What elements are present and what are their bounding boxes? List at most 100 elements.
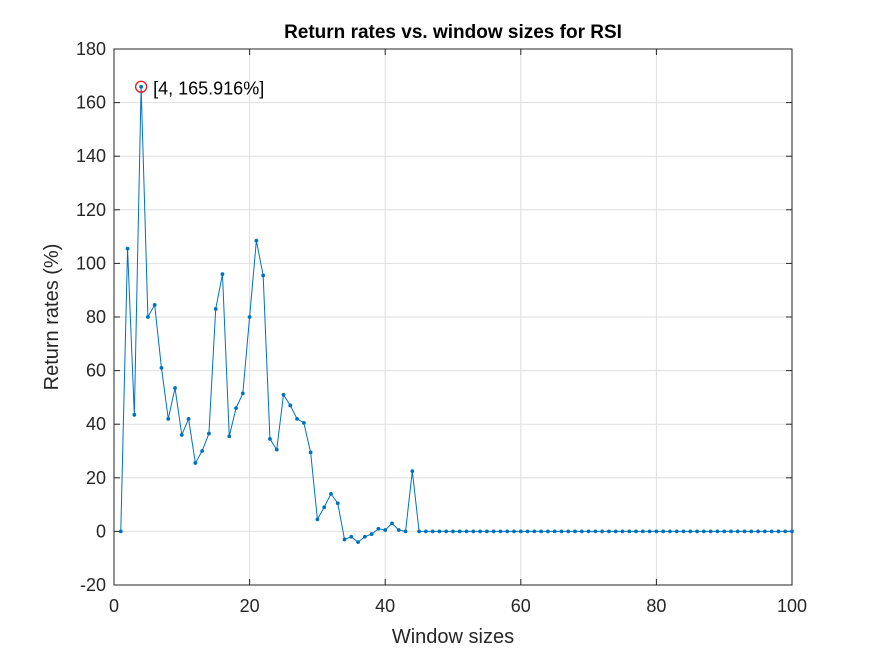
data-point-25 <box>281 392 286 397</box>
data-point-65 <box>552 529 557 534</box>
data-point-16 <box>220 272 225 277</box>
data-point-33 <box>335 501 340 506</box>
data-point-23 <box>268 437 272 441</box>
data-point-69 <box>579 529 584 534</box>
data-point-28 <box>301 420 306 425</box>
y-tick-label-20: 20 <box>86 468 106 488</box>
data-point-29 <box>308 450 313 455</box>
data-point-75 <box>620 529 625 534</box>
x-tick-label-40: 40 <box>375 596 395 616</box>
series-group <box>118 84 794 545</box>
y-tick-label-40: 40 <box>86 414 106 434</box>
data-point-7 <box>159 366 164 370</box>
y-tick-label-160: 160 <box>76 93 106 113</box>
data-point-58 <box>505 529 510 534</box>
data-point-43 <box>403 529 408 534</box>
data-point-47 <box>430 529 435 534</box>
y-tick-label-180: 180 <box>76 39 106 59</box>
data-point-42 <box>396 528 401 532</box>
data-point-22 <box>261 273 266 278</box>
chart-title: Return rates vs. window sizes for RSI <box>284 22 622 43</box>
data-point-55 <box>485 529 489 534</box>
data-point-39 <box>376 526 381 531</box>
data-point-73 <box>607 529 611 534</box>
data-point-53 <box>471 529 476 534</box>
data-point-56 <box>491 529 496 534</box>
data-point-3 <box>132 412 137 417</box>
data-point-98 <box>776 529 781 534</box>
data-point-86 <box>695 529 699 534</box>
series-line <box>120 86 792 543</box>
data-point-32 <box>329 491 333 496</box>
data-point-87 <box>701 529 706 534</box>
data-point-45 <box>417 529 421 534</box>
data-point-36 <box>356 540 360 545</box>
data-point-76 <box>627 529 632 534</box>
data-point-67 <box>566 529 571 534</box>
data-point-97 <box>769 529 774 534</box>
data-point-17 <box>227 434 232 439</box>
data-point-8 <box>166 416 171 421</box>
data-point-12 <box>193 461 198 465</box>
data-point-83 <box>674 529 679 534</box>
data-point-85 <box>688 529 693 534</box>
data-point-10 <box>179 433 184 437</box>
data-point-6 <box>152 303 157 307</box>
data-point-89 <box>715 529 720 534</box>
data-point-61 <box>525 529 530 534</box>
data-point-96 <box>762 529 767 534</box>
data-point-62 <box>532 529 537 534</box>
y-tick-label--20: -20 <box>80 575 106 595</box>
data-point-57 <box>498 529 503 534</box>
data-point-80 <box>654 529 659 534</box>
data-point-49 <box>444 529 449 534</box>
data-point-51 <box>457 529 462 534</box>
data-point-74 <box>613 529 618 534</box>
y-tick-label-100: 100 <box>76 253 106 273</box>
data-point-82 <box>668 529 672 534</box>
data-point-77 <box>634 529 638 534</box>
data-point-84 <box>681 529 686 534</box>
annotation-label: [4, 165.916%] <box>153 79 264 99</box>
data-point-19 <box>240 391 245 396</box>
y-tick-label-0: 0 <box>96 521 106 541</box>
data-point-71 <box>593 529 598 534</box>
data-point-5 <box>146 315 150 319</box>
y-axis-label: Return rates (%) <box>41 244 63 391</box>
data-point-24 <box>274 447 279 452</box>
data-point-88 <box>708 529 713 534</box>
data-point-81 <box>661 529 666 534</box>
data-point-90 <box>722 529 727 534</box>
data-point-50 <box>451 529 455 534</box>
highlight-marker <box>134 80 148 93</box>
data-point-14 <box>207 431 211 436</box>
data-point-70 <box>586 529 591 534</box>
data-point-27 <box>295 416 299 421</box>
data-point-4 <box>139 84 144 89</box>
data-point-91 <box>729 529 733 534</box>
x-axis-label: Window sizes <box>392 626 514 648</box>
data-point-60 <box>518 529 523 534</box>
data-point-41 <box>390 521 394 526</box>
data-point-34 <box>342 537 347 542</box>
data-point-95 <box>756 529 760 534</box>
data-point-26 <box>288 403 293 408</box>
data-point-93 <box>742 529 747 534</box>
data-point-40 <box>383 528 388 532</box>
x-tick-label-100: 100 <box>777 596 807 616</box>
data-point-94 <box>749 529 754 534</box>
data-point-100 <box>790 529 794 534</box>
data-point-99 <box>783 529 788 534</box>
data-point-78 <box>640 529 645 534</box>
data-point-1 <box>118 529 123 534</box>
y-tick-label-60: 60 <box>86 361 106 381</box>
data-point-18 <box>234 406 238 411</box>
data-point-21 <box>254 238 259 243</box>
data-point-54 <box>478 529 483 534</box>
data-point-63 <box>539 529 544 534</box>
data-point-72 <box>600 529 605 534</box>
data-point-52 <box>464 529 469 534</box>
y-tick-label-120: 120 <box>76 200 106 220</box>
